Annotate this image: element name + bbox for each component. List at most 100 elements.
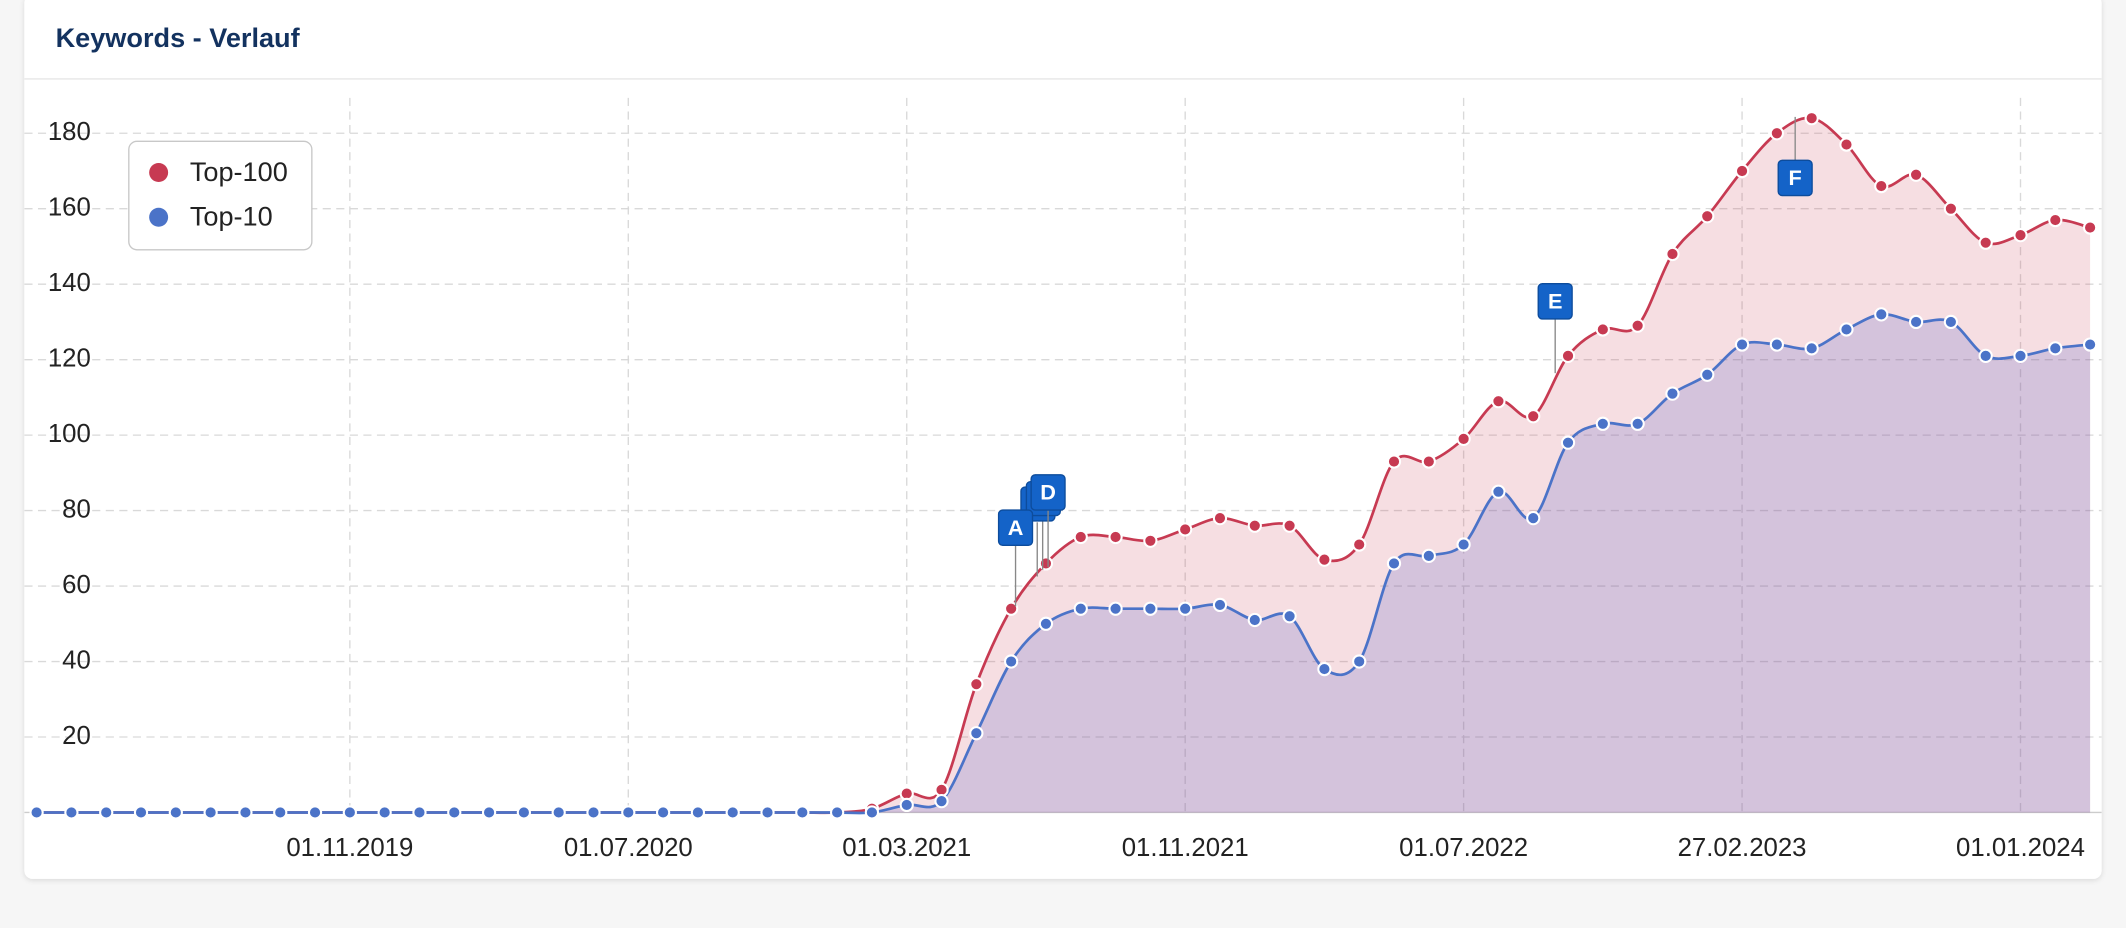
data-point: [342, 805, 357, 820]
data-point: [551, 805, 566, 820]
flag-label: F: [1789, 165, 1802, 190]
y-tick-label: 180: [48, 118, 91, 146]
legend-marker: [149, 162, 169, 182]
data-point: [1943, 314, 1959, 330]
flags: AD E F: [997, 116, 1813, 607]
data-point: [934, 794, 949, 809]
data-point: [1734, 163, 1750, 179]
data-point: [690, 805, 706, 820]
x-tick-label: 01.07.2020: [564, 834, 693, 862]
data-point: [621, 805, 636, 820]
flag: [997, 509, 1034, 547]
data-point: [1769, 337, 1784, 352]
data-point: [795, 805, 810, 820]
plot-area: [29, 111, 2098, 820]
data-point: [760, 805, 775, 820]
data-point: [1943, 201, 1959, 216]
data-point: [1491, 394, 1506, 409]
data-point: [1769, 126, 1784, 141]
data-point: [64, 805, 79, 820]
data-point: [1352, 654, 1367, 669]
data-point: [1526, 409, 1541, 424]
data-point: [1282, 609, 1297, 624]
y-tick-label: 140: [48, 269, 91, 297]
data-point: [1908, 314, 1924, 330]
data-point: [1212, 597, 1228, 613]
data-point: [1143, 601, 1158, 616]
data-point: [273, 805, 288, 820]
data-point: [2048, 341, 2063, 356]
x-tick-label: 01.01.2024: [1956, 834, 2085, 862]
data-point: [2082, 220, 2098, 235]
data-point: [1421, 548, 1436, 563]
data-point: [2013, 228, 2028, 243]
flag-label: D: [1040, 480, 1056, 505]
data-point: [168, 805, 183, 820]
data-point: [238, 805, 253, 820]
grid: 20 40 60 80 100 120 140 160 180 01.11.2019 01.07.2…: [24, 97, 2102, 862]
x-tick-label: 01.11.2019: [286, 834, 413, 862]
data-point: [1978, 235, 1993, 250]
x-tick-label: 27.02.2023: [1678, 834, 1807, 862]
legend-box: [128, 140, 313, 251]
data-point: [1456, 537, 1471, 552]
data-point: [1839, 322, 1854, 337]
data-point: [516, 805, 531, 820]
y-tick-label: 80: [62, 495, 91, 523]
legend-marker: [149, 207, 169, 227]
data-point: [1178, 601, 1193, 616]
data-point: [1004, 654, 1019, 669]
data-point: [1247, 518, 1262, 533]
data-point: [2048, 212, 2063, 228]
data-point: [1804, 111, 1819, 126]
data-point: [1665, 386, 1680, 401]
y-tick-label: 60: [62, 571, 91, 599]
data-point: [1665, 246, 1680, 262]
data-point: [1073, 529, 1088, 545]
data-point: [1734, 337, 1750, 352]
data-point: [481, 805, 497, 820]
series-area: [36, 314, 2091, 814]
data-point: [1874, 178, 1889, 194]
data-point: [1421, 454, 1436, 469]
data-point: [1630, 318, 1645, 333]
data-point: [203, 805, 218, 820]
x-tick-label: 01.03.2021: [842, 834, 971, 862]
data-point: [1874, 307, 1889, 322]
data-point: [1700, 209, 1715, 224]
legend: Top-100 Top-10: [128, 140, 313, 251]
data-point: [377, 805, 392, 820]
data-point: [1004, 601, 1019, 616]
data-point: [969, 726, 984, 741]
data-point: [1560, 348, 1576, 363]
data-point: [725, 805, 740, 820]
data-point: [1108, 601, 1123, 616]
data-point: [1247, 612, 1262, 628]
data-point: [1038, 616, 1054, 631]
data-point: [1491, 484, 1506, 499]
data-point: [2013, 348, 2028, 363]
y-tick-label: 160: [48, 194, 91, 222]
chart-title: Keywords - Verlauf: [56, 22, 301, 53]
data-point: [1630, 416, 1645, 431]
data-point: [1143, 533, 1158, 548]
data-point: [830, 805, 845, 820]
card: [24, 0, 2102, 879]
x-tick-label: 01.11.2021: [1122, 834, 1249, 862]
data-point: [1839, 137, 1854, 152]
y-tick-label: 100: [48, 420, 91, 448]
flag-label: A: [1008, 515, 1024, 540]
series-area: [36, 117, 2091, 813]
data-point: [1386, 454, 1402, 469]
data-point: [1352, 537, 1367, 552]
data-point: [1038, 556, 1054, 571]
data-point: [99, 805, 114, 820]
legend-label: Top-10: [190, 201, 273, 232]
y-tick-label: 40: [62, 646, 91, 674]
data-point: [1560, 435, 1576, 450]
data-point: [1526, 511, 1541, 526]
y-tick-label: 120: [48, 344, 91, 372]
data-point: [447, 805, 462, 820]
